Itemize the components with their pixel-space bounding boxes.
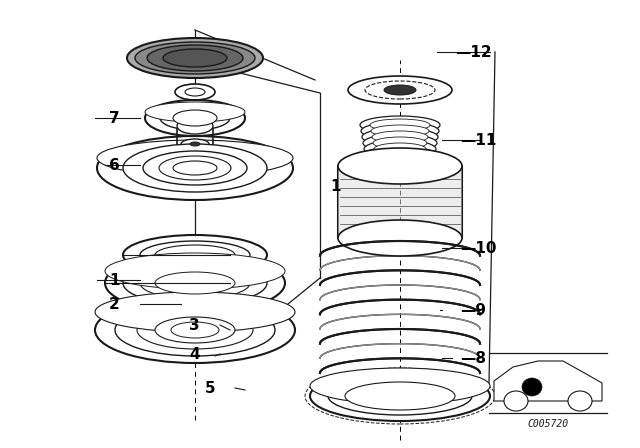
Ellipse shape [328, 377, 472, 415]
Text: —8: —8 [460, 350, 486, 366]
Ellipse shape [145, 100, 245, 136]
Ellipse shape [97, 136, 293, 200]
Text: 6: 6 [109, 158, 120, 172]
Ellipse shape [155, 317, 235, 343]
Ellipse shape [361, 122, 439, 140]
Text: —10: —10 [460, 241, 497, 255]
Ellipse shape [97, 140, 293, 176]
Ellipse shape [95, 292, 295, 332]
Ellipse shape [310, 371, 490, 421]
Ellipse shape [123, 144, 267, 192]
Ellipse shape [147, 45, 243, 71]
Text: 2: 2 [109, 297, 120, 311]
Ellipse shape [375, 149, 425, 161]
Text: —12: —12 [455, 44, 492, 60]
Ellipse shape [171, 322, 219, 338]
Ellipse shape [568, 391, 592, 411]
Ellipse shape [140, 267, 250, 299]
Ellipse shape [365, 81, 435, 99]
Ellipse shape [143, 151, 247, 185]
Ellipse shape [384, 85, 416, 95]
Ellipse shape [127, 38, 263, 78]
Ellipse shape [159, 156, 231, 180]
Ellipse shape [373, 137, 427, 149]
Ellipse shape [173, 110, 217, 126]
Ellipse shape [371, 125, 429, 137]
Ellipse shape [105, 253, 285, 289]
Ellipse shape [123, 235, 267, 275]
Ellipse shape [338, 148, 462, 184]
Ellipse shape [137, 311, 253, 349]
Ellipse shape [360, 116, 440, 134]
Text: 7: 7 [109, 111, 120, 125]
Ellipse shape [365, 146, 435, 164]
Ellipse shape [190, 142, 200, 146]
Bar [338, 166, 462, 238]
Ellipse shape [522, 378, 542, 396]
Text: —11: —11 [460, 133, 497, 147]
Ellipse shape [362, 128, 438, 146]
Ellipse shape [181, 139, 209, 149]
Ellipse shape [140, 241, 250, 269]
Text: 3: 3 [189, 318, 200, 332]
Ellipse shape [177, 118, 213, 134]
Ellipse shape [310, 368, 490, 404]
Ellipse shape [160, 106, 230, 130]
Ellipse shape [175, 84, 215, 100]
Ellipse shape [155, 272, 235, 294]
Ellipse shape [135, 42, 255, 74]
Ellipse shape [338, 220, 462, 256]
Ellipse shape [145, 102, 245, 122]
Ellipse shape [364, 140, 436, 158]
Ellipse shape [95, 297, 295, 363]
Ellipse shape [374, 143, 426, 155]
Ellipse shape [115, 304, 275, 356]
Ellipse shape [372, 131, 428, 143]
Ellipse shape [345, 382, 455, 410]
Ellipse shape [370, 119, 430, 131]
Ellipse shape [185, 88, 205, 96]
Ellipse shape [504, 391, 528, 411]
Ellipse shape [123, 261, 267, 305]
Ellipse shape [173, 161, 217, 175]
Ellipse shape [363, 134, 437, 152]
Polygon shape [494, 361, 602, 401]
Text: 1: 1 [330, 178, 340, 194]
Text: 5: 5 [204, 380, 215, 396]
Ellipse shape [105, 253, 285, 313]
Text: 1: 1 [109, 272, 120, 288]
Ellipse shape [155, 245, 235, 265]
Text: —9: —9 [460, 302, 486, 318]
Ellipse shape [163, 49, 227, 67]
Text: C005720: C005720 [527, 419, 568, 429]
Text: 4: 4 [189, 346, 200, 362]
Ellipse shape [348, 76, 452, 104]
